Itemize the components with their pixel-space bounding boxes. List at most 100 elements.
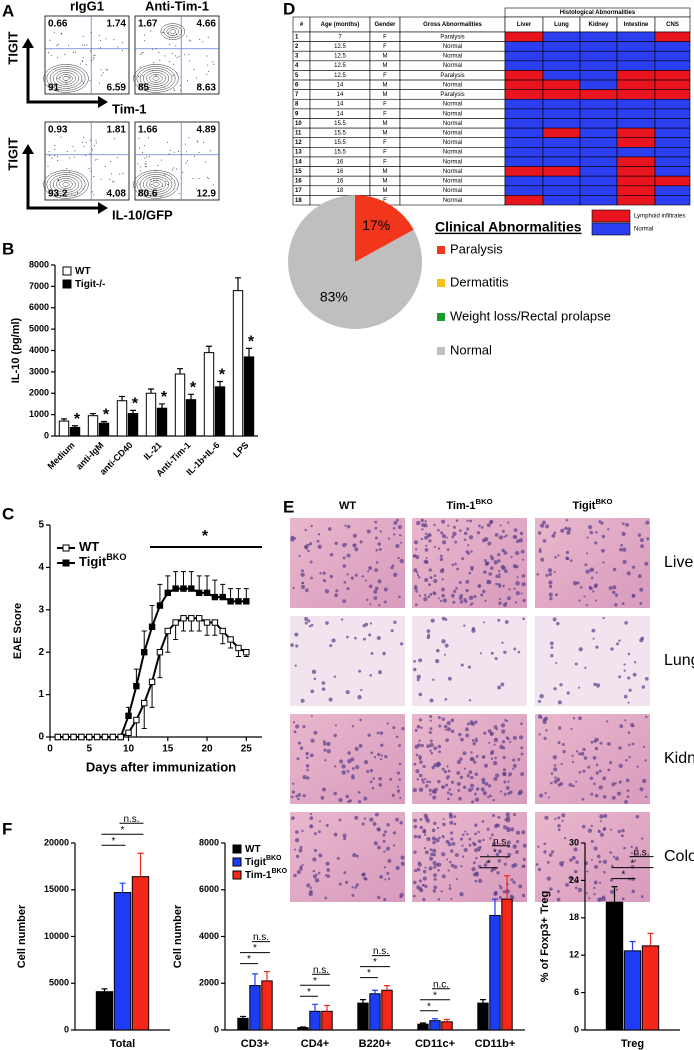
nucleus — [490, 757, 494, 760]
event-dot — [122, 188, 124, 190]
nucleus — [523, 864, 526, 868]
nucleus — [450, 849, 454, 853]
contour — [59, 180, 73, 189]
nucleus — [305, 588, 309, 593]
nucleus — [476, 531, 481, 535]
histology-cell — [504, 98, 544, 110]
nucleus — [423, 597, 428, 602]
nucleus — [553, 767, 558, 772]
nucleus — [429, 739, 433, 743]
histology-cell — [654, 166, 691, 177]
table-text: Paralysis — [440, 92, 464, 98]
histology-cell — [504, 108, 544, 119]
event-dot — [145, 166, 147, 168]
nucleus — [344, 880, 349, 884]
bar — [214, 386, 226, 437]
event-dot — [122, 41, 124, 43]
nucleus — [503, 780, 507, 784]
nucleus — [429, 848, 433, 852]
nucleus — [508, 588, 511, 591]
nucleus — [429, 742, 434, 748]
nucleus — [586, 536, 589, 539]
histology-cell — [579, 98, 618, 110]
nucleus — [423, 593, 427, 597]
event-dot — [178, 193, 180, 195]
nucleus — [594, 794, 599, 798]
event-dot — [143, 83, 145, 85]
event-dot — [96, 158, 98, 160]
histology-cell — [504, 185, 544, 196]
y-tick-label: 3 — [38, 604, 44, 615]
nucleus — [579, 586, 583, 589]
nucleus — [616, 642, 620, 646]
event-dot — [77, 193, 79, 195]
nucleus — [441, 852, 446, 857]
marker — [243, 649, 250, 656]
nucleus — [624, 719, 627, 722]
nucleus — [415, 590, 418, 593]
nucleus — [374, 586, 379, 591]
event-dot — [188, 136, 190, 138]
event-dot — [176, 72, 178, 74]
nucleus — [324, 589, 330, 594]
nucleus — [413, 868, 418, 873]
table-text: F — [383, 44, 387, 50]
event-dot — [137, 195, 139, 197]
table-header: Kidney — [588, 22, 609, 28]
event-dot — [185, 162, 187, 164]
x-axis-label: IL-10/GFP — [112, 207, 173, 222]
event-dot — [163, 32, 165, 34]
nucleus — [480, 593, 484, 597]
nucleus — [488, 572, 493, 576]
nucleus — [324, 896, 328, 900]
nucleus — [292, 782, 295, 786]
quadrant-value: 12.9 — [197, 189, 217, 200]
quadrant-value: 85 — [138, 83, 150, 94]
nucleus — [639, 787, 644, 792]
data-label: 83% — [320, 288, 348, 304]
significance: * — [367, 968, 371, 979]
significance: * — [487, 858, 491, 869]
nucleus — [362, 637, 367, 641]
nucleus — [602, 561, 605, 564]
y-tick-label: 12 — [569, 950, 579, 960]
nucleus — [441, 534, 447, 539]
nucleus — [325, 824, 329, 827]
contour — [163, 25, 183, 38]
contour — [62, 182, 70, 187]
histology-cell — [654, 147, 691, 158]
marker — [164, 627, 171, 635]
contour — [142, 176, 170, 193]
legend-swatch — [437, 279, 445, 287]
quadrant-value: 8.63 — [197, 83, 217, 94]
nucleus — [627, 676, 631, 680]
nucleus — [637, 574, 642, 579]
nucleus — [370, 751, 374, 755]
histology-cell — [504, 195, 544, 206]
event-dot — [203, 142, 205, 144]
event-dot — [57, 159, 59, 161]
nucleus — [377, 895, 381, 900]
y-tick-label: 2000 — [29, 388, 49, 398]
event-dot — [150, 184, 152, 186]
nucleus — [416, 724, 421, 729]
event-dot — [91, 149, 93, 151]
nucleus — [470, 783, 475, 788]
nucleus — [514, 601, 518, 604]
error-bar — [141, 630, 147, 653]
nucleus — [490, 651, 494, 655]
nucleus — [595, 771, 599, 775]
nucleus — [431, 828, 436, 833]
nucleus — [515, 591, 520, 596]
event-dot — [198, 178, 200, 180]
histology-image — [412, 518, 527, 608]
superscript: BKO — [106, 552, 126, 562]
error-bar — [141, 703, 147, 730]
nucleus — [561, 819, 564, 823]
nucleus — [372, 777, 375, 780]
nucleus — [512, 844, 517, 849]
nucleus — [450, 718, 455, 723]
nucleus — [443, 769, 447, 774]
nucleus — [544, 815, 549, 820]
table-text: F — [383, 102, 387, 108]
